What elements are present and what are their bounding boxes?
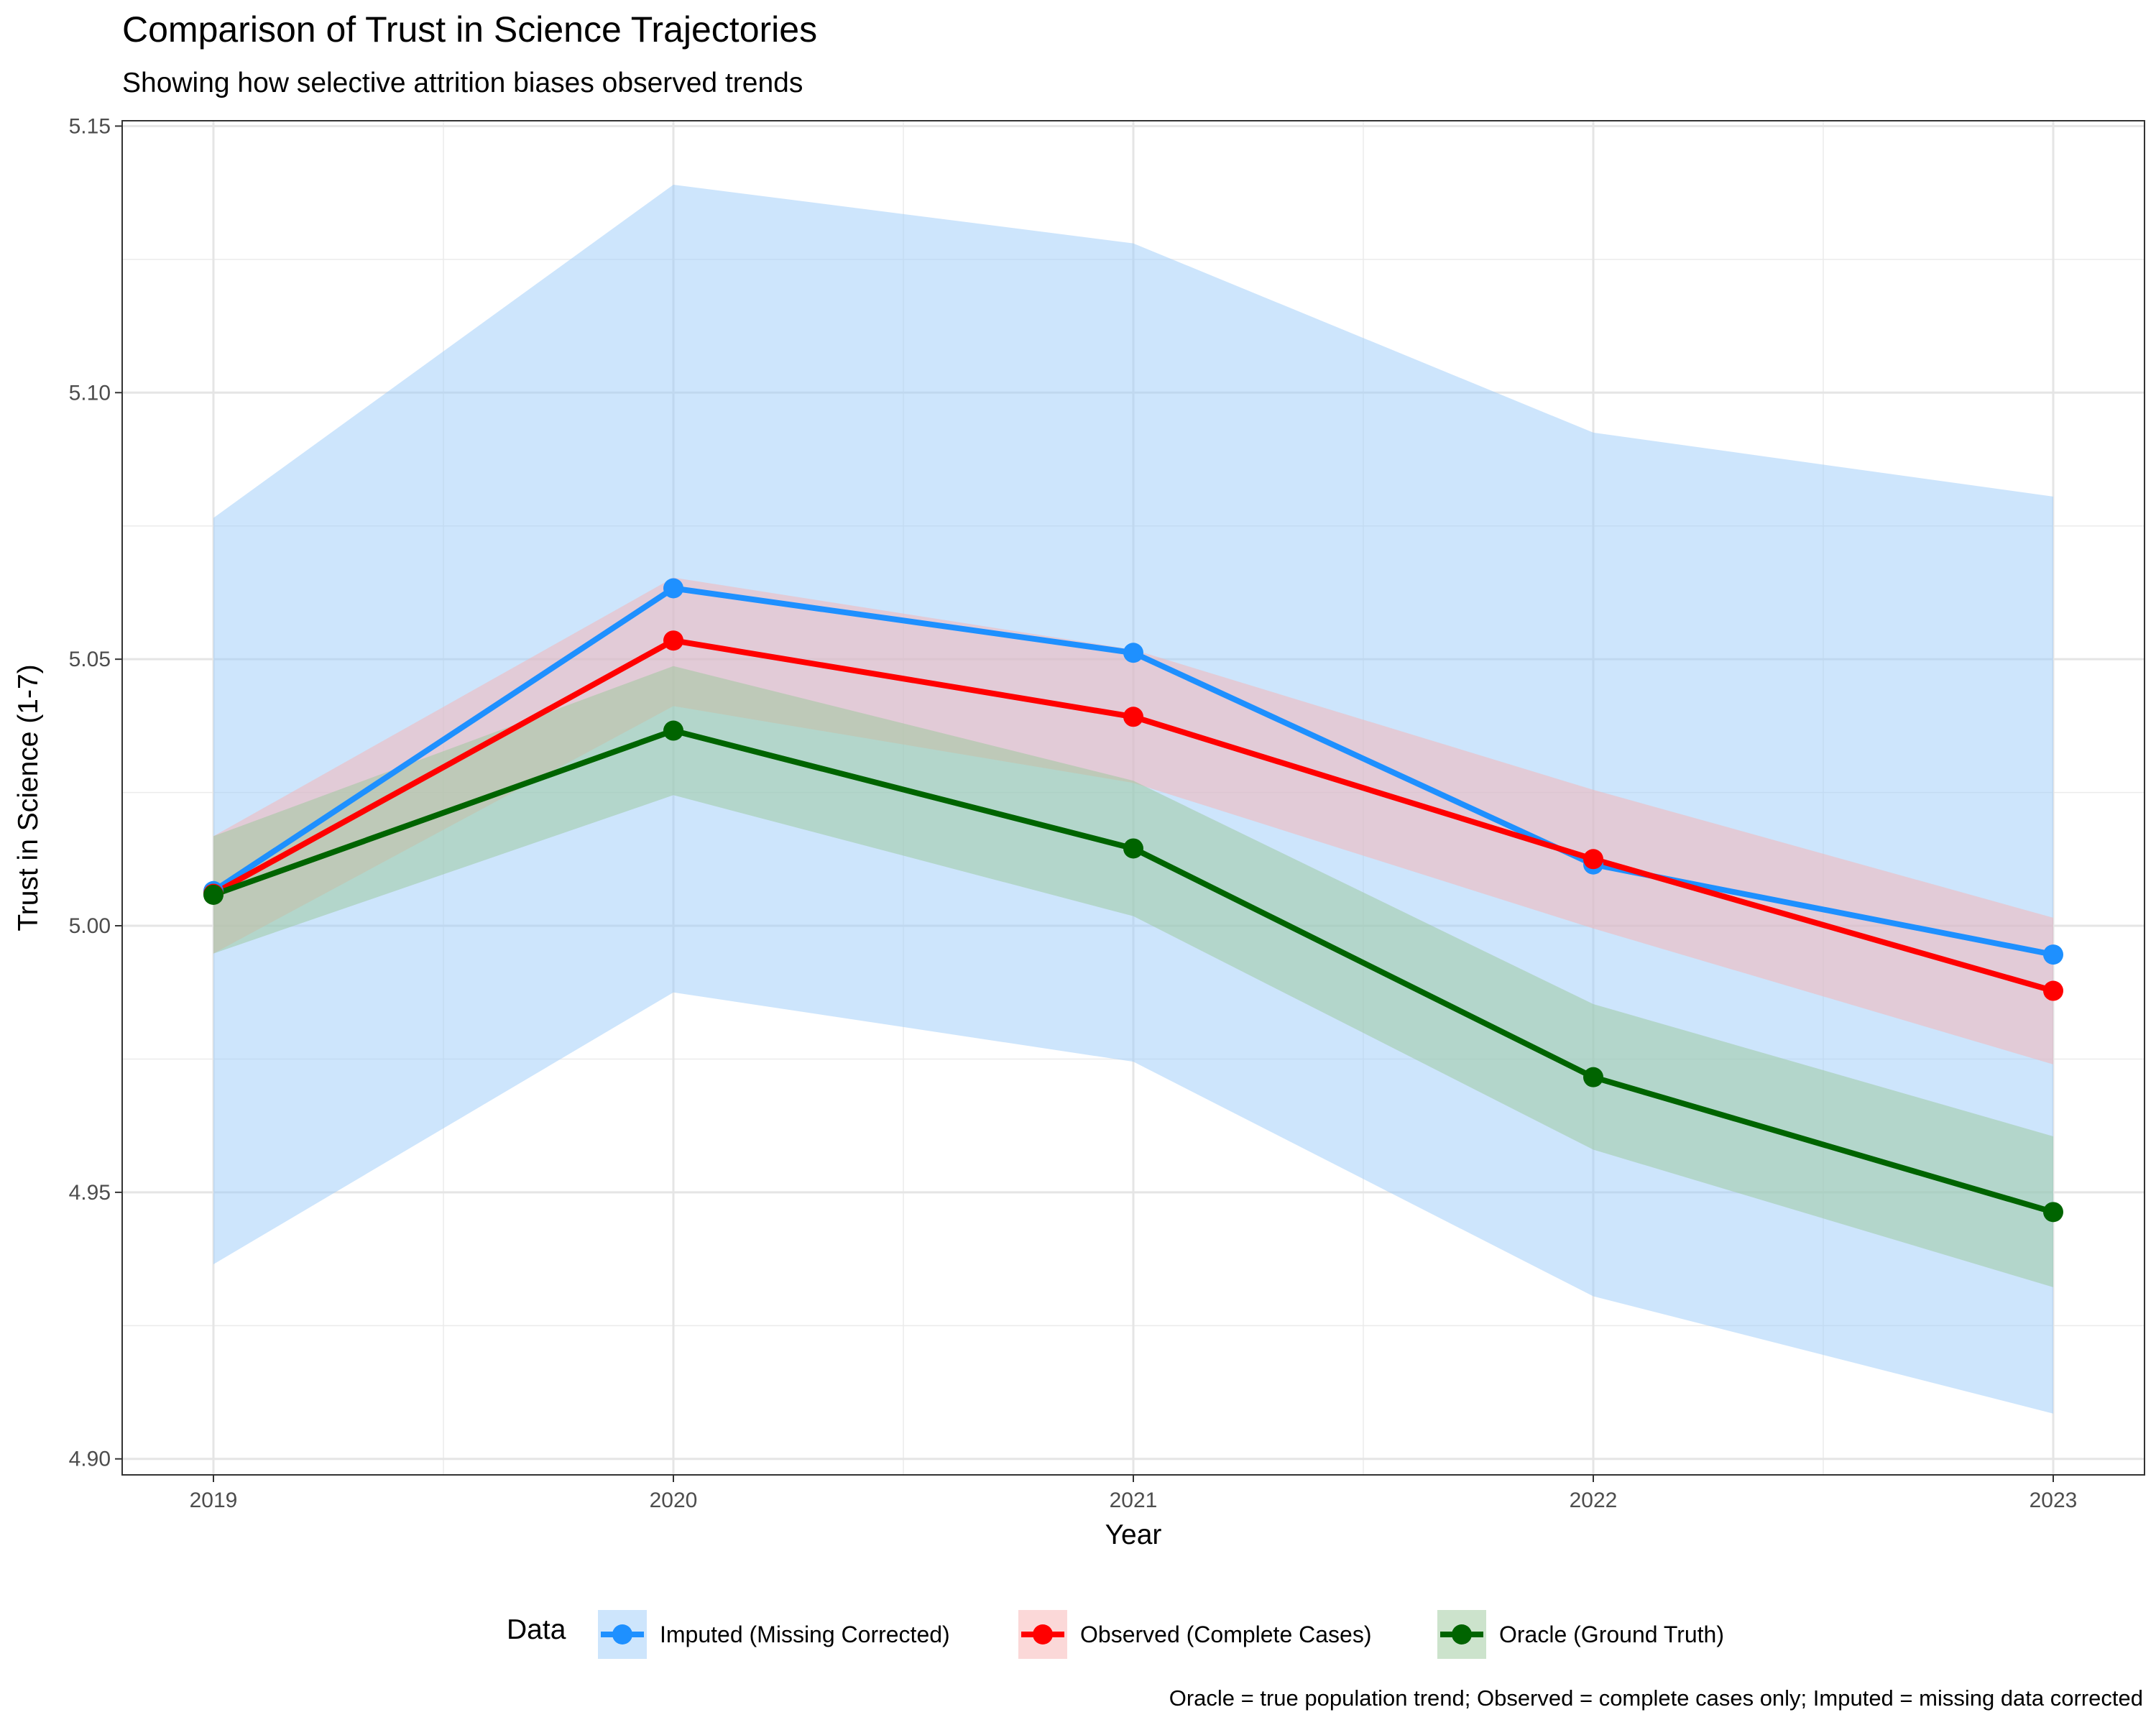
data-point (1123, 838, 1143, 859)
chart-subtitle: Showing how selective attrition biases o… (122, 68, 803, 98)
legend-label: Observed (Complete Cases) (1080, 1622, 1371, 1647)
x-tick-label: 2021 (1110, 1489, 1158, 1512)
y-axis-title: Trust in Science (1-7) (13, 664, 44, 931)
series-points (203, 578, 2063, 1223)
x-tick-label: 2019 (190, 1489, 238, 1512)
y-tick-label: 5.05 (69, 648, 111, 671)
data-point (203, 884, 224, 905)
chart-title: Comparison of Trust in Science Trajector… (122, 9, 817, 50)
y-tick-label: 5.15 (69, 114, 111, 138)
legend: Imputed (Missing Corrected) Observed (Com… (598, 1610, 1724, 1659)
data-point (663, 578, 683, 599)
data-point (2043, 1202, 2063, 1223)
data-point (1583, 1067, 1603, 1087)
x-axis-title: Year (1105, 1519, 1162, 1550)
x-tick-label: 2023 (2030, 1489, 2078, 1512)
data-point (663, 720, 683, 741)
chart-caption: Oracle = true population trend; Observed… (1169, 1685, 2143, 1711)
y-tick-label: 4.90 (69, 1448, 111, 1471)
y-tick-label: 4.95 (69, 1181, 111, 1205)
legend-key-point (1452, 1624, 1472, 1644)
data-point (2043, 980, 2063, 1001)
data-point (1123, 707, 1143, 727)
y-tick-label: 5.00 (69, 914, 111, 938)
legend-key-point (1033, 1624, 1053, 1644)
data-point (1583, 849, 1603, 870)
confidence-bands (213, 185, 2053, 1414)
axes: 4.90 4.95 5.00 5.05 5.10 5.15 2019 2020 2021 2022… (69, 114, 2078, 1512)
data-point (663, 630, 683, 651)
y-tick-label: 5.10 (69, 381, 111, 405)
data-point (1123, 643, 1143, 663)
legend-key-point (612, 1624, 632, 1644)
legend-label: Oracle (Ground Truth) (1499, 1622, 1724, 1647)
legend-label: Imputed (Missing Corrected) (660, 1622, 950, 1647)
x-tick-label: 2022 (1570, 1489, 1618, 1512)
data-point (2043, 944, 2063, 965)
x-tick-label: 2020 (650, 1489, 698, 1512)
legend-title: Data (507, 1614, 566, 1645)
confidence-band (213, 666, 2053, 1287)
